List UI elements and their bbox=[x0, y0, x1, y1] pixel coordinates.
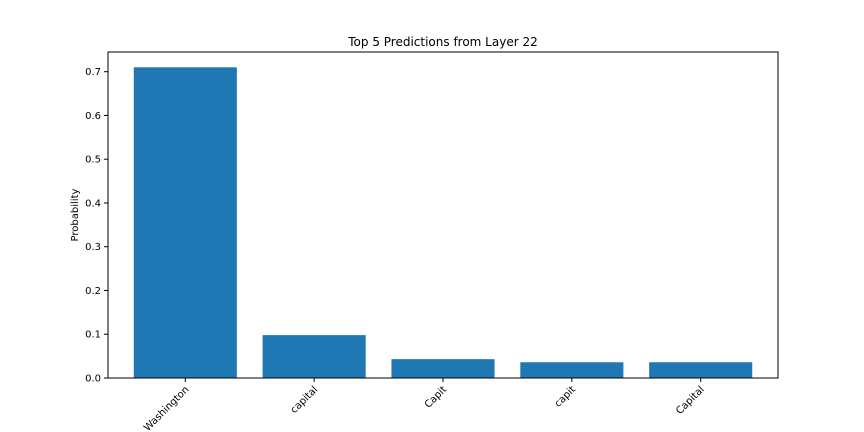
plot-frame bbox=[107, 51, 779, 379]
bars-layer bbox=[133, 67, 753, 378]
y-tick-label: 0.6 bbox=[85, 111, 101, 122]
y-axis: 0.0 0.1 0.2 0.3 0.4 0.5 0.6 0.7 bbox=[85, 67, 108, 385]
y-tick-label: 0.4 bbox=[85, 198, 101, 209]
y-tick-label: 0.5 bbox=[85, 155, 101, 166]
bar-capital bbox=[262, 335, 366, 378]
bar-washington bbox=[133, 67, 237, 378]
y-tick-label: 0.0 bbox=[85, 374, 101, 385]
chart-title: Top 5 Predictions from Layer 22 bbox=[347, 35, 537, 49]
bar-capit bbox=[520, 362, 624, 378]
bar-capit bbox=[391, 359, 495, 378]
y-tick-label: 0.7 bbox=[85, 67, 101, 78]
y-tick-label: 0.2 bbox=[85, 286, 101, 297]
bar-capital bbox=[649, 362, 753, 378]
y-tick-label: 0.1 bbox=[85, 330, 101, 341]
y-axis-label: Probability bbox=[70, 188, 81, 241]
y-tick-label: 0.3 bbox=[85, 242, 101, 253]
